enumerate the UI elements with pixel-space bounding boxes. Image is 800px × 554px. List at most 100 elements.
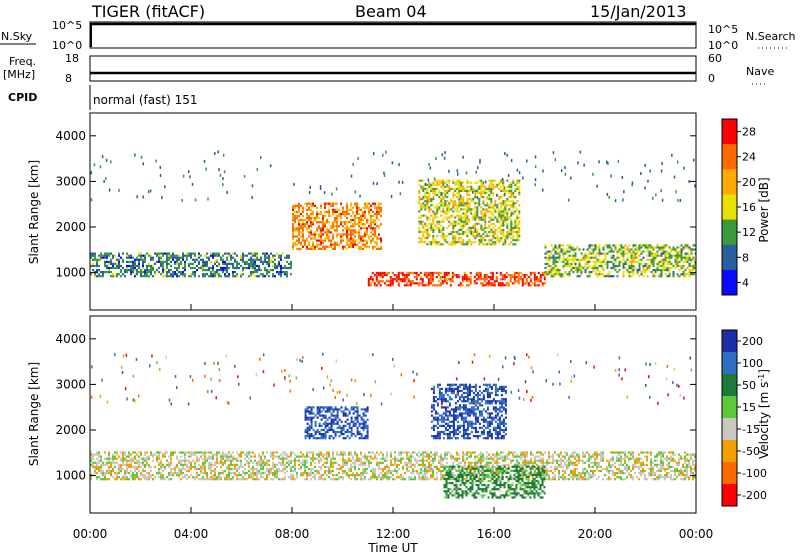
data-cell — [260, 459, 262, 462]
data-cell — [450, 457, 452, 460]
data-cell — [200, 266, 202, 270]
data-cell — [314, 235, 316, 238]
data-cell — [486, 202, 489, 205]
data-cell — [282, 463, 284, 466]
data-cell — [226, 457, 228, 460]
data-cell — [500, 212, 503, 215]
data-cell — [456, 191, 459, 195]
data-cell — [486, 463, 488, 466]
data-cell — [364, 478, 366, 481]
data-cell — [518, 210, 521, 213]
data-cell — [512, 230, 515, 234]
data-cell — [588, 244, 591, 247]
data-cell — [602, 252, 605, 255]
data-cell — [162, 260, 164, 263]
data-cell — [212, 256, 214, 259]
data-cell — [274, 266, 276, 270]
data-cell — [676, 262, 679, 265]
data-cell — [320, 210, 322, 213]
data-cell — [308, 467, 310, 471]
data-cell — [200, 254, 202, 257]
data-cell — [428, 235, 431, 238]
data-cell — [370, 223, 372, 226]
data-cell — [232, 252, 234, 255]
data-cell — [458, 222, 461, 225]
data-cell — [462, 212, 465, 215]
data-cell — [386, 472, 388, 475]
data-cell — [130, 457, 132, 460]
data-cell — [586, 260, 589, 263]
data-cell — [372, 221, 374, 224]
data-cell — [224, 269, 226, 272]
data-cell — [424, 463, 426, 466]
data-cell — [240, 256, 242, 259]
data-cell — [180, 273, 182, 276]
data-cell — [541, 274, 544, 277]
data-cell — [172, 472, 174, 475]
data-cell — [114, 455, 116, 458]
data-cell — [474, 193, 477, 197]
data-cell — [130, 476, 132, 479]
data-cell — [144, 459, 146, 462]
data-cell — [178, 469, 180, 473]
data-cell — [206, 474, 208, 477]
data-cell — [304, 469, 306, 473]
data-cell — [208, 275, 210, 278]
data-cell — [456, 459, 458, 462]
data-cell — [138, 262, 140, 265]
data-cell — [449, 280, 452, 283]
data-cell — [138, 455, 140, 458]
data-cell — [108, 451, 110, 454]
data-cell — [366, 472, 368, 475]
data-cell — [688, 246, 691, 249]
data-cell — [298, 219, 300, 222]
data-cell — [368, 451, 370, 454]
data-cell — [454, 467, 456, 471]
data-cell — [330, 469, 332, 473]
data-cell — [98, 461, 100, 464]
data-cell — [362, 455, 364, 458]
data-cell — [254, 478, 256, 481]
data-cell — [493, 282, 496, 285]
data-cell — [302, 221, 304, 224]
data-cell — [496, 216, 499, 219]
data-cell — [674, 258, 677, 261]
data-cell — [474, 241, 477, 244]
data-cell — [310, 467, 312, 471]
data-cell — [104, 478, 106, 481]
data-cell — [554, 271, 557, 274]
data-cell — [226, 256, 228, 259]
data-cell — [222, 463, 224, 466]
data-cell — [644, 262, 647, 265]
data-cell — [264, 275, 266, 278]
data-cell — [684, 252, 687, 255]
data-cell — [228, 478, 230, 481]
data-cell — [449, 278, 452, 281]
data-cell — [478, 243, 481, 246]
data-cell — [362, 219, 364, 222]
data-cell — [364, 469, 366, 473]
data-cell — [396, 476, 398, 479]
data-cell — [312, 247, 314, 250]
data-cell — [194, 461, 196, 464]
data-cell — [122, 273, 124, 276]
data-cell — [529, 284, 532, 287]
data-cell — [344, 210, 346, 213]
data-cell — [606, 273, 609, 276]
data-cell — [106, 461, 108, 464]
data-cell — [400, 478, 402, 481]
data-cell — [118, 476, 120, 479]
data-cell — [118, 273, 120, 276]
data-cell — [204, 455, 206, 458]
data-cell — [152, 455, 154, 458]
data-cell — [318, 243, 320, 246]
data-cell — [490, 183, 493, 186]
data-cell — [425, 284, 428, 287]
data-cell — [240, 258, 242, 261]
data-cell — [336, 210, 338, 213]
data-cell — [684, 258, 687, 261]
data-cell — [370, 217, 372, 220]
data-cell — [176, 463, 178, 466]
speckle-cell — [673, 175, 676, 179]
data-cell — [410, 476, 412, 479]
